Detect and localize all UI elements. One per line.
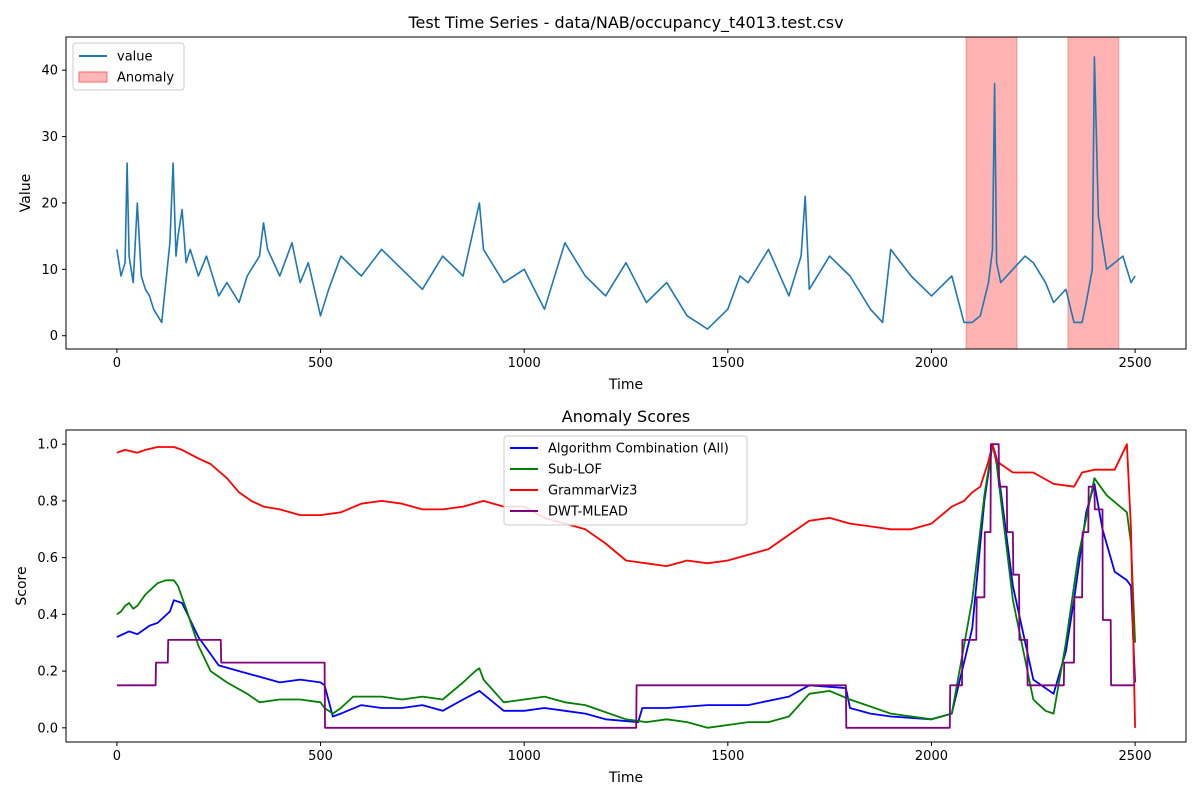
- legend-label-value: value: [117, 50, 153, 65]
- series-line-value: [116, 56, 1136, 330]
- x-tick-label: 2500: [1119, 356, 1152, 371]
- legend-swatch-anomaly: [78, 71, 108, 83]
- x-tick-label: 0: [113, 356, 121, 371]
- anomaly-scores-title: Anomaly Scores: [562, 407, 690, 426]
- anomaly-regions: [965, 36, 1120, 350]
- x-tick-label: 500: [308, 749, 333, 764]
- y-tick-label: 20: [41, 196, 58, 211]
- time-series-legend: value Anomaly: [72, 42, 185, 91]
- x-tick-label: 500: [308, 356, 333, 371]
- series-line-algorithm-combination-all: [116, 443, 1136, 723]
- plot-frame: [65, 36, 1187, 350]
- y-tick-label: 0.2: [37, 665, 58, 680]
- y-tick-label: 0.6: [37, 551, 58, 566]
- x-tick-label: 1000: [508, 356, 541, 371]
- series-line-sub-lof: [116, 443, 1136, 729]
- x-tick-label: 1500: [711, 749, 744, 764]
- series-line-dwt-mlead: [116, 443, 1136, 729]
- time-series-axes: 0 500 1000 1500 2000 2500 0 10 20 30 40: [41, 36, 1187, 371]
- y-tick-label: 0.0: [37, 721, 58, 736]
- time-series-y-label: Value: [18, 174, 34, 212]
- y-tick-label: 0.4: [37, 608, 58, 623]
- anomaly-scores-panel: Anomaly Scores 0 500 1000 1500 2000 2500 0.0 0.…: [14, 407, 1187, 786]
- x-tick-label: 2000: [915, 749, 948, 764]
- anomaly-scores-y-label: Score: [14, 566, 30, 605]
- plot-frame: [65, 429, 1187, 743]
- time-series-title: Test Time Series - data/NAB/occupancy_t4…: [407, 13, 843, 33]
- y-tick-label: 0: [50, 329, 58, 344]
- x-tick-label: 0: [113, 749, 121, 764]
- anomaly-region-1: [965, 36, 1018, 350]
- time-series-panel: Test Time Series - data/NAB/occupancy_t4…: [18, 13, 1187, 393]
- legend-label-grammarviz3: GrammarViz3: [548, 484, 637, 499]
- y-tick-label: 0.8: [37, 494, 58, 509]
- legend-label-algorithm-combination-all: Algorithm Combination (All): [548, 442, 729, 457]
- x-tick-label: 2500: [1119, 749, 1152, 764]
- x-tick-label: 1000: [508, 749, 541, 764]
- anomaly-scores-axes: 0 500 1000 1500 2000 2500 0.0 0.2 0.4 0.6 0.8 1.0: [37, 429, 1187, 764]
- legend-label-sub-lof: Sub-LOF: [548, 463, 602, 478]
- anomaly-scores-legend: Algorithm Combination (All) Sub-LOF Gramma…: [503, 435, 748, 526]
- time-series-lines: [116, 56, 1136, 330]
- anomaly-scores-x-label: Time: [608, 770, 643, 786]
- legend-label-dwt-mlead: DWT-MLEAD: [548, 505, 628, 520]
- y-tick-label: 10: [41, 263, 58, 278]
- x-tick-label: 2000: [915, 356, 948, 371]
- y-tick-label: 30: [41, 130, 58, 145]
- anomaly-score-lines: [116, 443, 1136, 729]
- legend-frame: [503, 435, 748, 526]
- y-tick-label: 40: [41, 64, 58, 79]
- y-tick-label: 1.0: [37, 438, 58, 453]
- series-line-grammarviz3: [116, 443, 1136, 728]
- legend-label-anomaly: Anomaly: [117, 71, 174, 86]
- x-tick-label: 1500: [711, 356, 744, 371]
- time-series-x-label: Time: [608, 377, 643, 393]
